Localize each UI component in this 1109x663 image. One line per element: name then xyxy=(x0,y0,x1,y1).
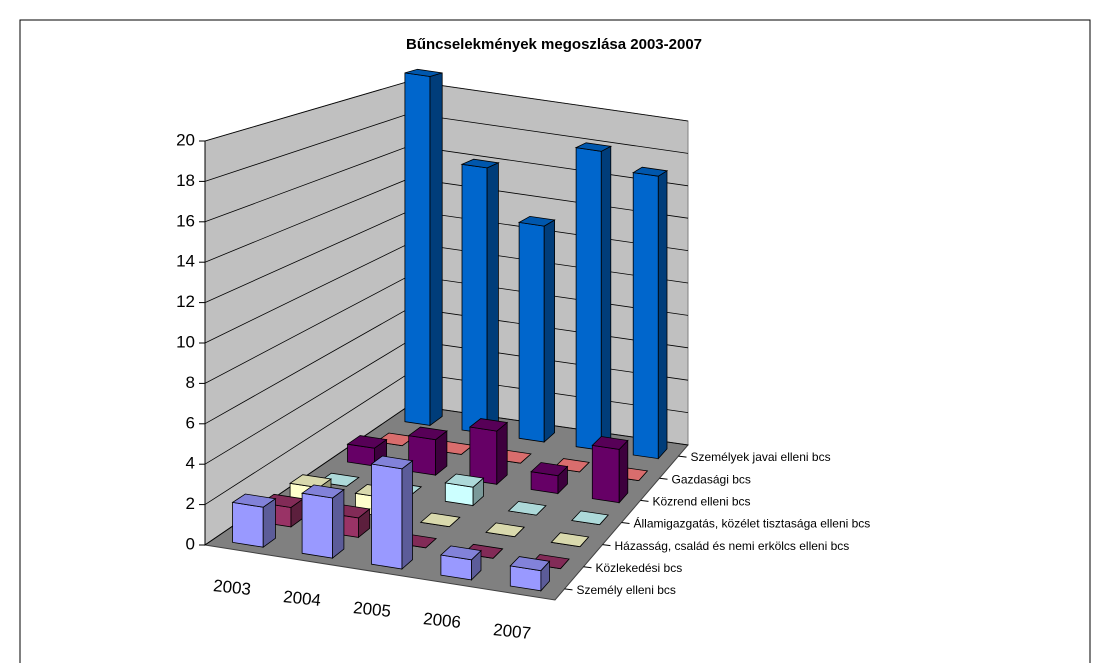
bar-top xyxy=(574,142,613,152)
bar-top xyxy=(530,462,569,477)
bar-front xyxy=(232,501,264,548)
bar-top xyxy=(468,418,509,432)
bar-side xyxy=(600,145,612,452)
bar-front xyxy=(575,147,602,451)
bar-front xyxy=(591,444,620,504)
bar-front xyxy=(404,72,431,426)
depth-tick xyxy=(659,477,668,480)
bar-side xyxy=(657,170,668,460)
bar xyxy=(460,158,500,435)
y-tick-label: 8 xyxy=(186,373,195,392)
bar xyxy=(444,473,485,507)
x-tick-label: 2007 xyxy=(492,620,532,643)
y-tick-label: 12 xyxy=(176,292,195,311)
y-tick-label: 20 xyxy=(176,130,195,149)
x-tick-label: 2006 xyxy=(422,609,462,632)
chart-title: Bűncselekmények megoszlása 2003-2007 xyxy=(406,36,702,53)
depth-tick xyxy=(621,522,630,524)
y-tick-label: 10 xyxy=(176,332,195,351)
bar xyxy=(530,462,569,495)
bar-top xyxy=(231,493,277,508)
bar-top xyxy=(507,501,547,516)
y-tick-label: 2 xyxy=(186,494,195,513)
y-tick-label: 14 xyxy=(176,252,195,271)
bar-front xyxy=(518,221,545,443)
bar xyxy=(370,455,414,570)
depth-tick xyxy=(564,588,573,591)
series-label: Gazdasági bcs xyxy=(672,472,751,486)
y-tick-label: 6 xyxy=(186,413,195,432)
bar-top xyxy=(509,556,551,572)
x-tick-label: 2005 xyxy=(352,598,392,621)
bar xyxy=(632,166,669,460)
bar-top xyxy=(440,545,482,561)
bar-front xyxy=(632,172,659,460)
bar xyxy=(550,532,590,548)
depth-tick xyxy=(583,566,592,569)
bar xyxy=(301,484,345,559)
bar-top xyxy=(591,436,629,450)
bar xyxy=(404,68,443,427)
bar xyxy=(419,512,461,528)
bar-side xyxy=(543,219,555,443)
bar xyxy=(507,501,547,516)
bar-front xyxy=(371,463,403,570)
bar-top xyxy=(517,215,556,227)
depth-tick xyxy=(640,499,649,502)
bar-front xyxy=(461,163,488,435)
bar xyxy=(517,215,556,443)
bar-top xyxy=(301,484,345,499)
y-tick-label: 18 xyxy=(176,171,195,190)
bar-top xyxy=(370,455,414,470)
bar xyxy=(468,418,509,486)
bar-side xyxy=(486,162,499,435)
bar-top xyxy=(550,532,590,548)
bar-top xyxy=(346,435,388,449)
x-tick-label: 2003 xyxy=(212,576,252,599)
bar xyxy=(509,556,551,592)
depth-tick xyxy=(602,544,611,547)
bar-front xyxy=(469,426,498,485)
series-label: Személyek javai elleni bcs xyxy=(691,450,831,464)
bar-top xyxy=(570,510,609,526)
series-label: Államigazgatás, közélet tisztasága ellen… xyxy=(634,516,871,531)
series-label: Személy elleni bcs xyxy=(577,583,676,597)
bar xyxy=(591,436,629,504)
bar-top xyxy=(404,68,443,77)
y-tick-label: 16 xyxy=(176,211,195,230)
bar-front xyxy=(301,492,334,559)
x-tick-label: 2004 xyxy=(282,587,322,610)
series-label: Házasság, család és nemi erkölcs elleni … xyxy=(615,539,850,553)
bar-side xyxy=(401,459,413,570)
bar-top xyxy=(460,158,500,169)
bar xyxy=(407,426,448,477)
depth-tick xyxy=(678,455,687,458)
bar-side xyxy=(618,439,629,504)
bar xyxy=(570,510,609,526)
series-label: Közlekedési bcs xyxy=(596,561,683,575)
bar-top xyxy=(485,522,526,538)
bar-side xyxy=(496,421,508,486)
bar xyxy=(574,142,613,452)
bar xyxy=(231,493,277,548)
bar xyxy=(440,545,482,581)
bar-top xyxy=(444,473,485,488)
bar-top xyxy=(407,426,448,441)
bar-side xyxy=(332,488,345,559)
bar-top xyxy=(419,512,461,528)
y-tick-label: 4 xyxy=(186,454,195,473)
bar xyxy=(485,522,526,538)
y-tick-label: 0 xyxy=(186,534,195,553)
bar-top xyxy=(289,474,333,489)
bar-side xyxy=(429,72,443,427)
series-label: Közrend elleni bcs xyxy=(653,495,751,509)
bar-top xyxy=(632,166,669,177)
